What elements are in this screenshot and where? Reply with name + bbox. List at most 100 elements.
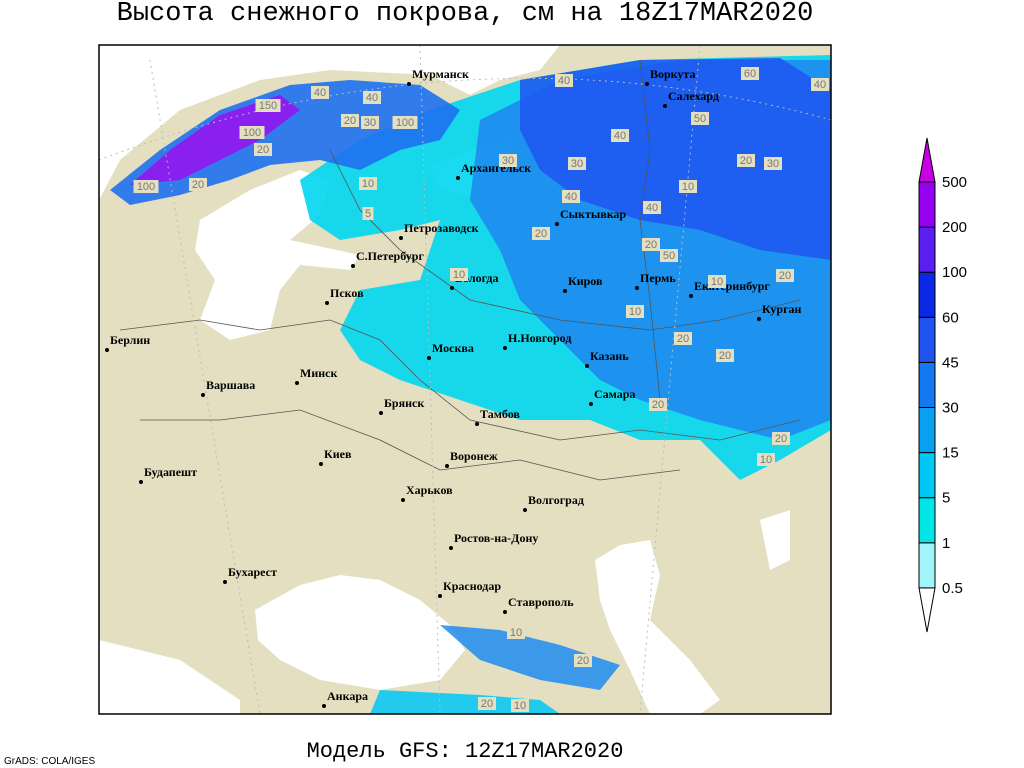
legend-swatch — [918, 407, 936, 454]
city-dot — [322, 704, 326, 708]
city-dot — [523, 508, 527, 512]
city-dot — [450, 286, 454, 290]
legend-label: 100 — [942, 264, 967, 281]
legend-swatch — [918, 497, 936, 544]
contour-label-box — [254, 143, 272, 156]
contour-label-box — [574, 654, 592, 667]
contour-label: 50 — [663, 250, 675, 262]
contour-label: 20 — [481, 698, 493, 710]
contour-label-box — [363, 91, 381, 104]
legend-triangle — [918, 587, 936, 633]
contour-label: 40 — [314, 87, 326, 99]
contour-label-box — [255, 99, 281, 112]
contour-label: 100 — [396, 117, 414, 129]
city-dot — [407, 82, 411, 86]
contour-label-box — [626, 305, 644, 318]
city-label: Краснодар — [443, 579, 501, 593]
city-label: Самара — [594, 387, 635, 401]
city-dot — [456, 176, 460, 180]
city-label: Мурманск — [412, 67, 469, 81]
contour-label-box — [674, 332, 692, 345]
contour-label: 10 — [760, 454, 772, 466]
contour-label: 30 — [502, 155, 514, 167]
contour-label: 40 — [558, 75, 570, 87]
contour-label: 30 — [767, 158, 779, 170]
legend-swatch — [918, 226, 936, 273]
contour-label-box — [450, 268, 468, 281]
city-label: Воронеж — [450, 449, 498, 463]
credit: GrADS: COLA/IGES — [4, 756, 95, 767]
city-label: Будапешт — [144, 465, 197, 479]
legend-label: 60 — [942, 309, 959, 326]
contour-label: 50 — [694, 113, 706, 125]
legend-swatch — [918, 361, 936, 408]
contour-label: 10 — [682, 181, 694, 193]
legend-label: 45 — [942, 354, 959, 371]
contour-label-box — [499, 154, 517, 167]
city-dot — [585, 364, 589, 368]
contour-label-box — [708, 275, 726, 288]
city-label: Ростов-на-Дону — [454, 531, 538, 545]
contour-label: 20 — [577, 655, 589, 667]
contour-label: 10 — [362, 178, 374, 190]
contour-label: 20 — [677, 333, 689, 345]
city-label: Берлин — [110, 333, 150, 347]
contour-label-box — [643, 201, 661, 214]
city-dot — [319, 462, 323, 466]
contour-label-box — [362, 207, 374, 220]
city-dot — [503, 346, 507, 350]
contour-label: 40 — [646, 202, 658, 214]
city-label: Н.Новгород — [508, 331, 571, 345]
contour-label-box — [532, 227, 550, 240]
contour-label: 40 — [565, 191, 577, 203]
contour-label-box — [239, 126, 265, 139]
map: Мурманск Воркута Салехард Архангельск Сыктыв… — [99, 45, 831, 714]
city-dot — [563, 289, 567, 293]
contour-label: 10 — [510, 627, 522, 639]
city-label: Псков — [330, 286, 364, 300]
contour-label-box — [772, 432, 790, 445]
legend-swatch — [918, 452, 936, 499]
city-label: Ставрополь — [508, 595, 574, 609]
city-dot — [663, 104, 667, 108]
legend-label: 5 — [942, 490, 950, 507]
city-label: Волгоград — [528, 493, 584, 507]
city-label: Тамбов — [480, 407, 520, 421]
contour-label: 20 — [257, 144, 269, 156]
contour-label: 40 — [814, 79, 826, 91]
contour-label-box — [562, 190, 580, 203]
city-label: Пермь — [640, 271, 676, 285]
city-dot — [325, 301, 329, 305]
contour-label-box — [764, 157, 782, 170]
contour-label-box — [478, 697, 496, 710]
contour-label-box — [392, 116, 418, 129]
city-label: Курган — [762, 302, 802, 316]
contour-label: 10 — [629, 306, 641, 318]
city-label: С.Петербург — [356, 249, 424, 263]
contour-label: 20 — [775, 433, 787, 445]
city-dot — [445, 464, 449, 468]
legend-swatch — [918, 271, 936, 318]
legend-label: 1 — [942, 535, 950, 552]
contour-label-box — [660, 249, 678, 262]
city-label: Минск — [300, 366, 337, 380]
legend-label: 30 — [942, 400, 959, 417]
city-dot — [201, 393, 205, 397]
legend-swatch — [918, 181, 936, 228]
contour-label-box — [741, 67, 759, 80]
legend-label: 0.5 — [942, 580, 963, 597]
contour-label: 5 — [365, 208, 371, 220]
contour-label: 40 — [366, 92, 378, 104]
city-label: Сыктывкар — [560, 207, 626, 221]
city-dot — [635, 286, 639, 290]
model-label: Модель GFS: 12Z17MAR2020 — [307, 739, 624, 764]
contour-label: 30 — [571, 158, 583, 170]
contour-label-box — [511, 699, 529, 712]
contour-label: 20 — [535, 228, 547, 240]
city-dot — [589, 402, 593, 406]
legend-label: 15 — [942, 445, 959, 462]
city-dot — [295, 381, 299, 385]
contour-label: 10 — [514, 700, 526, 712]
city-dot — [351, 264, 355, 268]
